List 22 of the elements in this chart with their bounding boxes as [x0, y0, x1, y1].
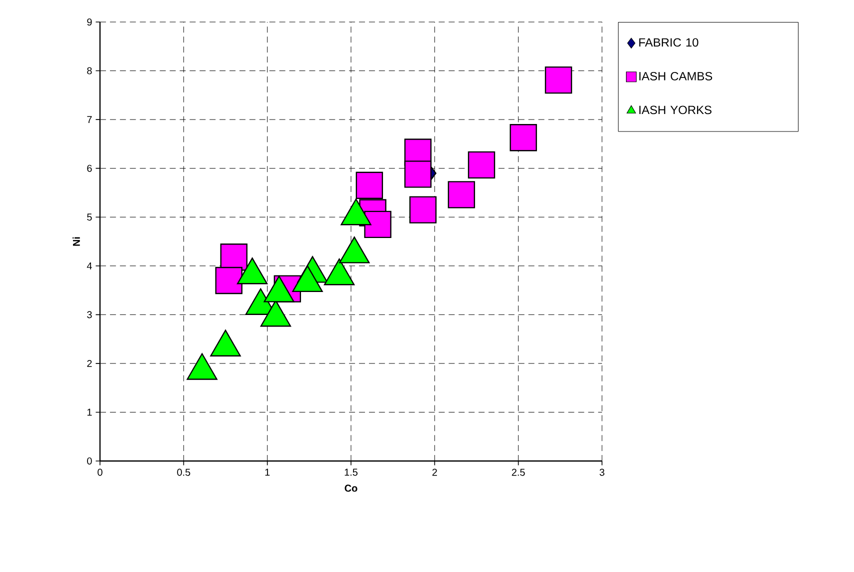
- legend-label: FABRIC 10: [639, 38, 698, 47]
- y-tick-label: 0: [87, 457, 92, 465]
- legend-label: IASH CAMBS: [639, 72, 712, 80]
- x-tick-label: 3: [600, 468, 604, 476]
- y-tick-label: 2: [87, 360, 92, 367]
- y-tick-label: 6: [87, 164, 92, 172]
- x-tick-label: 0.5: [177, 468, 190, 476]
- x-tick-label: 2.5: [512, 468, 525, 476]
- y-tick-label: 1: [87, 408, 92, 416]
- y-axis-title: Ni: [72, 237, 80, 246]
- y-tick-label: 3: [87, 311, 92, 318]
- x-tick-label: 2: [432, 468, 437, 476]
- y-tick-label: 9: [87, 18, 92, 26]
- legend-label: IASH YORKS: [639, 106, 712, 114]
- y-tick-label: 8: [87, 67, 92, 74]
- y-tick-label: 4: [86, 262, 92, 270]
- x-axis-title: Co: [344, 484, 358, 492]
- x-tick-label: 1: [265, 468, 270, 476]
- y-tick-label: 7: [87, 116, 92, 123]
- x-tick-label: 1.5: [344, 468, 358, 476]
- x-tick-label: 0: [98, 468, 102, 476]
- y-tick-label: 5: [87, 214, 92, 221]
